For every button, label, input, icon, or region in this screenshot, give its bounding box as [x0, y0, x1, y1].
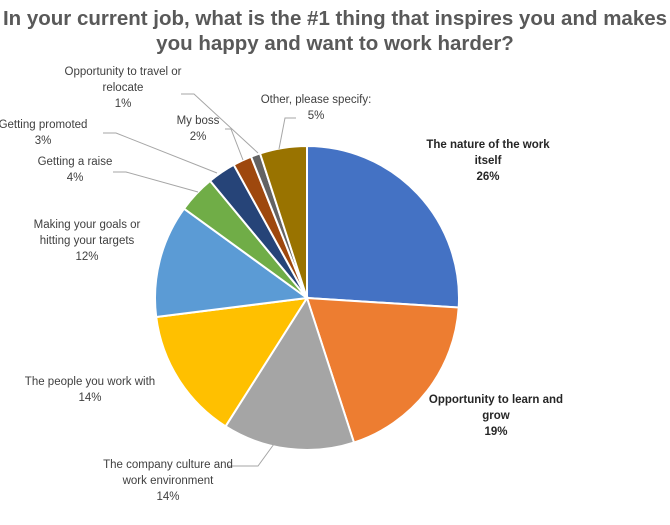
slice-name-label: My boss: [177, 115, 220, 127]
slice-name-label: itself: [475, 155, 502, 167]
slice-name-label: Other, please specify:: [261, 94, 372, 106]
slice-name-label: relocate: [103, 82, 144, 94]
slice-name-label: work environment: [122, 475, 215, 487]
leader-line: [225, 128, 244, 161]
slice-name-label: The nature of the work: [426, 139, 550, 151]
slice-value-label: 12%: [75, 251, 98, 263]
pie-slice: [155, 296, 309, 428]
label-leader-lines: [103, 93, 296, 467]
slice-value-label: 19%: [484, 426, 507, 438]
slice-label: The company culture and work environment 1…: [103, 459, 233, 503]
pie-slice: [305, 296, 460, 444]
pie-slices: [154, 144, 460, 452]
slice-value-label: 26%: [476, 171, 499, 183]
slice-value-label: 3%: [35, 135, 52, 147]
slice-label: The nature of the work itself 26%: [426, 139, 550, 183]
slice-label: Opportunity to travel or relocate 1%: [65, 66, 182, 110]
slice-value-label: 4%: [67, 172, 84, 184]
slice-name-label: grow: [482, 410, 510, 422]
leader-line: [228, 443, 275, 467]
leader-line: [103, 132, 218, 174]
chart-title-line-1: In your current job, what is the #1 thin…: [3, 7, 667, 30]
leader-line: [278, 117, 296, 150]
slice-name-label: Opportunity to learn and: [429, 394, 563, 406]
pie-slice: [306, 144, 460, 309]
leader-line: [113, 171, 199, 193]
leader-line: [181, 93, 259, 154]
pie-slice: [154, 207, 310, 319]
pie-slice: [224, 295, 356, 452]
slice-name-label: Opportunity to travel or: [65, 66, 182, 78]
slice-value-label: 14%: [78, 392, 101, 404]
slice-value-label: 1%: [115, 98, 132, 110]
slice-name-label: hitting your targets: [40, 235, 135, 247]
pie-slice: [258, 144, 308, 299]
slice-name-label: Making your goals or: [34, 219, 141, 231]
slice-name-label: The people you work with: [25, 376, 155, 388]
slice-label: Other, please specify: 5%: [261, 94, 372, 122]
slice-label: Getting promoted 3%: [0, 119, 87, 147]
slice-value-label: 2%: [190, 131, 207, 143]
slice-label: Opportunity to learn and grow 19%: [429, 394, 563, 438]
chart-title-line-2: you happy and want to work harder?: [156, 32, 514, 55]
slice-name-label: The company culture and: [103, 459, 233, 471]
slice-label: Making your goals or hitting your targets…: [34, 219, 141, 263]
slice-name-label: Getting promoted: [0, 119, 87, 131]
slice-value-label: 14%: [156, 491, 179, 503]
slice-value-label: 5%: [308, 110, 325, 122]
slice-label: Getting a raise 4%: [38, 156, 113, 184]
slice-name-label: Getting a raise: [38, 156, 113, 168]
slice-label: The people you work with 14%: [25, 376, 155, 404]
slice-label: My boss 2%: [177, 115, 220, 143]
slice-labels: The nature of the work itself 26% Opportuni…: [0, 66, 563, 503]
